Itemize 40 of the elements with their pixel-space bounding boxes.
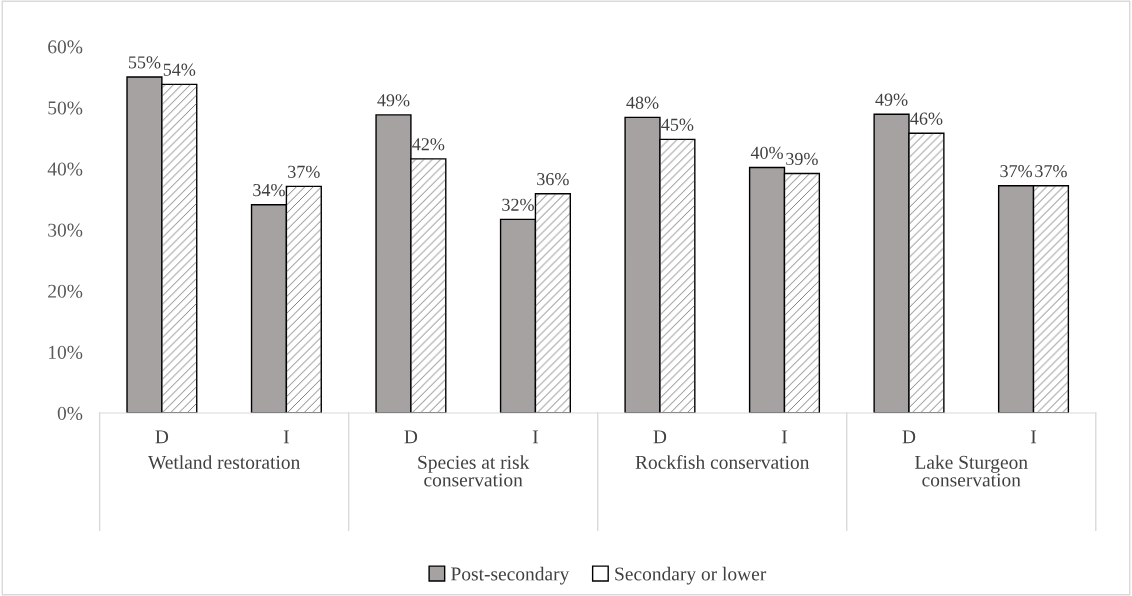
data-label: 54% <box>163 63 196 76</box>
legend-label: Secondary or lower <box>615 566 767 585</box>
x-tick-label: D <box>155 430 169 444</box>
data-label: 55% <box>128 56 161 69</box>
legend-label: Post-secondary <box>451 566 570 585</box>
x-tick-label: I <box>532 430 538 444</box>
bar <box>126 76 163 414</box>
data-label: 49% <box>875 93 908 106</box>
data-label: 34% <box>253 183 285 197</box>
y-tick-label: 20% <box>48 284 83 298</box>
text: Species at risk conservation <box>418 455 530 487</box>
data-label: 49% <box>377 94 410 107</box>
data-label: 46% <box>910 112 943 125</box>
x-tick-label: I <box>1030 430 1037 444</box>
y-tick-label: 30% <box>48 223 83 237</box>
data-label: 36% <box>537 172 569 186</box>
bar <box>250 204 288 414</box>
text: Lake Sturgeon conservation <box>915 455 1028 487</box>
data-label: 39% <box>786 152 818 166</box>
y-tick-label: 50% <box>48 101 83 115</box>
data-label: 37% <box>1000 165 1033 178</box>
x-tick-label: D <box>404 430 418 444</box>
text: Wetland restoration <box>147 455 300 469</box>
data-label: 48% <box>626 96 659 109</box>
bar <box>499 218 537 414</box>
data-label: 42% <box>412 138 445 151</box>
x-tick-label: D <box>653 430 667 444</box>
y-tick-label: 10% <box>49 345 83 359</box>
text: Rockfish conservation <box>635 454 810 469</box>
x-tick-label: D <box>902 430 916 444</box>
y-tick-label: 40% <box>47 162 83 176</box>
x-tick-label: I <box>283 430 289 444</box>
y-tick-label: 0% <box>57 406 83 421</box>
data-label: 32% <box>502 198 534 211</box>
data-label: 45% <box>661 118 694 131</box>
data-label: 40% <box>750 146 783 159</box>
data-label: 37% <box>288 165 320 178</box>
data-label: 37% <box>1035 165 1067 178</box>
y-tick-label: 60% <box>48 40 83 54</box>
x-tick-label: I <box>781 430 788 444</box>
